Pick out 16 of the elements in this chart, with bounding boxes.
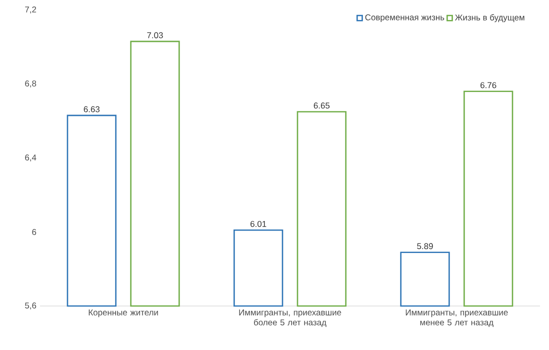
y-tick-label: 7,2 bbox=[25, 6, 36, 14]
x-tick-label: Иммигранты, приехавшие более 5 лет назад bbox=[239, 310, 342, 327]
x-tick-label: Коренные жители bbox=[88, 310, 158, 318]
y-tick-label: 5,6 bbox=[25, 302, 36, 310]
legend-label: Современная жизнь bbox=[365, 14, 444, 22]
data-label: 7.03 bbox=[147, 32, 163, 38]
data-label: 6.01 bbox=[250, 220, 266, 227]
x-tick-label: Иммигранты, приехавшие менее 5 лет назад bbox=[406, 310, 508, 327]
data-label: 6.76 bbox=[480, 82, 496, 88]
y-tick-label: 6,4 bbox=[25, 154, 36, 162]
data-label: 6.65 bbox=[314, 102, 330, 109]
data-label: 6.63 bbox=[84, 106, 100, 112]
y-tick-label: 6 bbox=[32, 229, 36, 235]
data-label: 5.89 bbox=[417, 243, 433, 250]
y-tick-label: 6,8 bbox=[25, 80, 36, 88]
legend-label: Жизнь в будущем bbox=[455, 14, 524, 22]
